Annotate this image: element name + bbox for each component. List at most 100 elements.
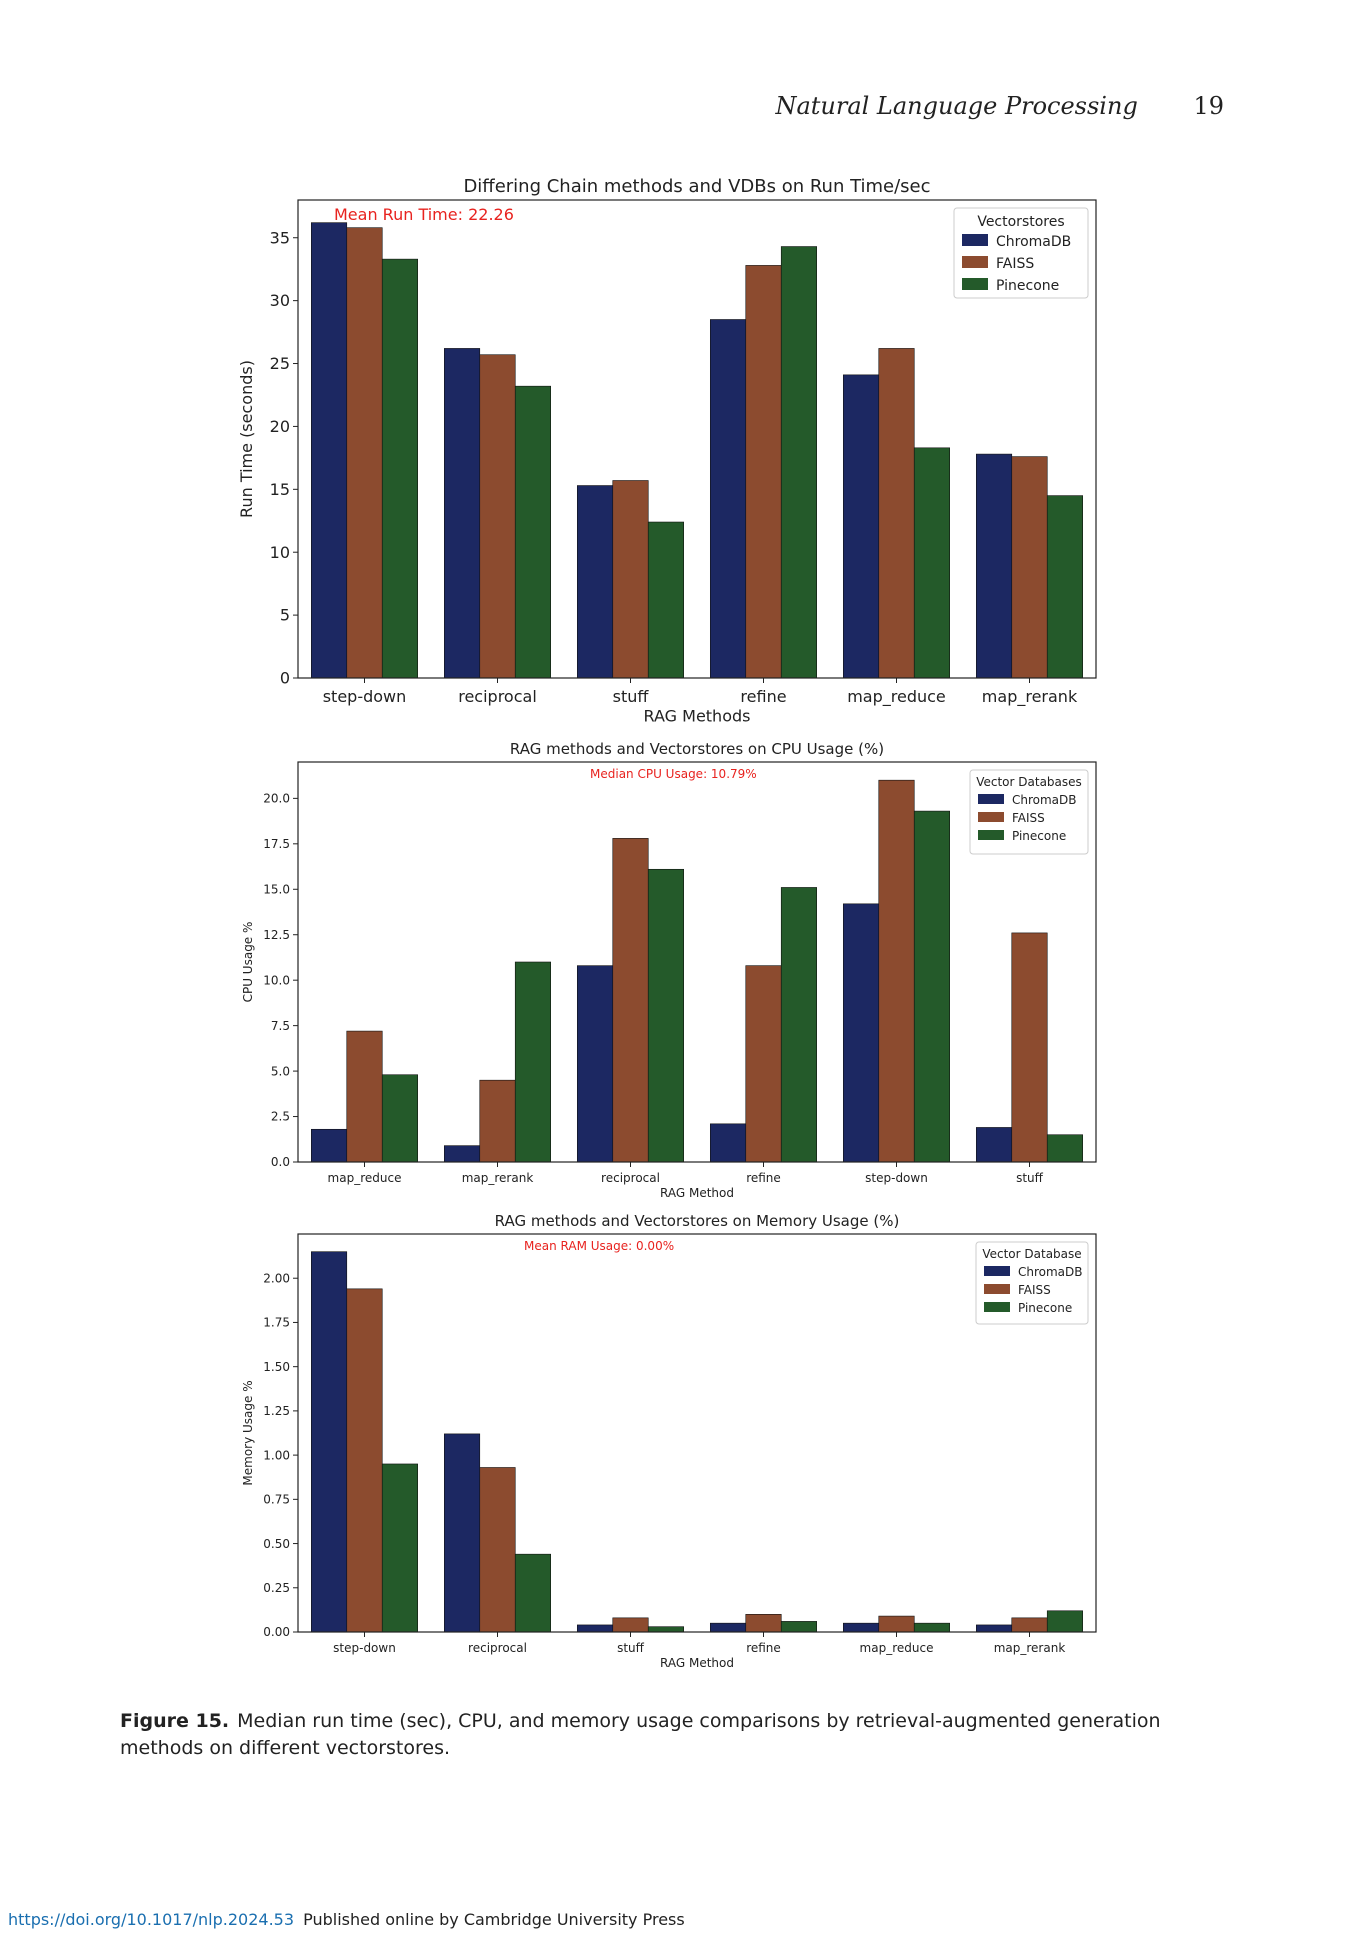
- journal-name: Natural Language Processing: [775, 92, 1138, 120]
- bar-chromadb-map_rerank: [975, 1624, 1013, 1633]
- page-number: 19: [1193, 92, 1224, 120]
- bar-faiss-refine: [745, 965, 782, 1163]
- bar-faiss-stuff: [612, 1617, 649, 1633]
- figure-caption: Figure 15. Median run time (sec), CPU, an…: [120, 1708, 1225, 1762]
- x-tick-label: map_reduce: [328, 1171, 402, 1185]
- y-tick-label: 1.00: [263, 1448, 290, 1462]
- bar-chromadb-stuff: [975, 1127, 1013, 1163]
- bar-pinecone-refine: [780, 887, 817, 1163]
- bar-faiss-reciprocal: [479, 354, 516, 679]
- bar-chromadb-stuff: [576, 485, 614, 679]
- bar-faiss-map_reduce: [878, 348, 915, 679]
- y-tick-label: 2.5: [271, 1110, 290, 1124]
- bar-faiss-reciprocal: [612, 838, 649, 1163]
- bar-faiss-map_rerank: [1011, 456, 1048, 679]
- y-tick-label: 2.00: [263, 1271, 290, 1285]
- y-tick-label: 12.5: [263, 928, 290, 942]
- y-tick-label: 1.50: [263, 1360, 290, 1374]
- legend-swatch-chromadb: [984, 1266, 1010, 1276]
- x-tick-label: refine: [740, 687, 786, 706]
- bar-chromadb-map_reduce: [842, 1622, 880, 1633]
- x-tick-label: map_rerank: [462, 1171, 534, 1185]
- y-tick-label: 10.0: [263, 973, 290, 987]
- x-tick-label: stuff: [1016, 1171, 1044, 1185]
- chart-title: Differing Chain methods and VDBs on Run …: [463, 176, 930, 197]
- legend-swatch-faiss: [962, 256, 988, 268]
- x-tick-label: step-down: [865, 1171, 928, 1185]
- legend-title: Vector Databases: [976, 775, 1082, 789]
- doi-link[interactable]: https://doi.org/10.1017/nlp.2024.53: [8, 1910, 295, 1929]
- x-tick-label: map_reduce: [860, 1641, 934, 1655]
- x-tick-label: reciprocal: [601, 1171, 660, 1185]
- bar-pinecone-map_rerank: [1046, 1610, 1083, 1633]
- y-tick-label: 7.5: [271, 1019, 290, 1033]
- chart-svg: Differing Chain methods and VDBs on Run …: [237, 176, 1097, 726]
- x-tick-label: stuff: [617, 1641, 645, 1655]
- bar-faiss-map_reduce: [878, 1615, 915, 1633]
- legend-swatch-pinecone: [962, 278, 988, 290]
- legend-title: Vectorstores: [977, 214, 1064, 230]
- bar-pinecone-step-down: [381, 1463, 418, 1633]
- plot-frame: [297, 1233, 1097, 1633]
- bar-chromadb-map_rerank: [444, 1145, 481, 1163]
- y-tick-label: 10: [270, 543, 290, 562]
- legend-label-chromadb: ChromaDB: [996, 234, 1071, 250]
- x-tick-label: map_rerank: [994, 1641, 1066, 1655]
- x-tick-label: reciprocal: [458, 687, 537, 706]
- y-tick-label: 20.0: [263, 792, 290, 806]
- run-time-chart: Differing Chain methods and VDBs on Run …: [236, 170, 1106, 730]
- y-axis-label: Run Time (seconds): [237, 360, 256, 518]
- bar-faiss-stuff: [612, 480, 649, 679]
- x-tick-label: map_rerank: [982, 687, 1078, 707]
- legend-label-faiss: FAISS: [1012, 811, 1045, 825]
- y-tick-label: 30: [270, 291, 290, 310]
- bar-chromadb-reciprocal: [444, 1433, 481, 1633]
- bar-chromadb-refine: [709, 319, 747, 679]
- y-tick-label: 5: [280, 606, 290, 625]
- y-tick-label: 5.0: [271, 1064, 290, 1078]
- bar-chromadb-stuff: [576, 1624, 614, 1633]
- bar-faiss-stuff: [1011, 932, 1048, 1163]
- bar-faiss-step-down: [346, 1288, 383, 1633]
- bar-pinecone-reciprocal: [647, 868, 685, 1163]
- bar-faiss-step-down: [878, 779, 915, 1163]
- bar-pinecone-map_reduce: [381, 1074, 418, 1163]
- bar-pinecone-map_rerank: [514, 961, 552, 1163]
- bar-pinecone-map_rerank: [1046, 495, 1083, 679]
- bar-chromadb-refine: [709, 1622, 747, 1633]
- chart-annotation: Mean RAM Usage: 0.00%: [524, 1239, 674, 1253]
- bar-chromadb-map_reduce: [311, 1128, 348, 1163]
- legend-label-faiss: FAISS: [1018, 1283, 1051, 1297]
- legend-swatch-pinecone: [984, 1302, 1010, 1312]
- legend-swatch-pinecone: [978, 830, 1004, 840]
- bar-pinecone-stuff: [1046, 1134, 1083, 1163]
- y-axis-label: Memory Usage %: [241, 1380, 255, 1485]
- bar-pinecone-stuff: [647, 521, 685, 679]
- page-header: Natural Language Processing 19: [775, 92, 1224, 120]
- cpu-usage-chart: RAG methods and Vectorstores on CPU Usag…: [236, 740, 1106, 1200]
- chart-title: RAG methods and Vectorstores on CPU Usag…: [510, 740, 884, 758]
- bar-chromadb-refine: [709, 1123, 747, 1163]
- page-footer: https://doi.org/10.1017/nlp.2024.53 Publ…: [8, 1910, 685, 1929]
- bar-chromadb-step-down: [842, 903, 880, 1163]
- legend-label-faiss: FAISS: [996, 256, 1034, 272]
- x-tick-label: stuff: [613, 687, 650, 706]
- y-tick-label: 15.0: [263, 882, 290, 896]
- bar-chromadb-step-down: [311, 1251, 348, 1633]
- y-tick-label: 1.25: [263, 1404, 290, 1418]
- bar-pinecone-step-down: [913, 810, 950, 1163]
- y-tick-label: 0.00: [263, 1625, 290, 1639]
- bar-faiss-refine: [745, 1614, 782, 1633]
- bar-faiss-refine: [745, 265, 782, 679]
- x-tick-label: step-down: [333, 1641, 396, 1655]
- y-tick-label: 0.75: [263, 1493, 290, 1507]
- chart-annotation: Median CPU Usage: 10.79%: [590, 767, 757, 781]
- chart-svg: RAG methods and Vectorstores on CPU Usag…: [241, 740, 1097, 1200]
- legend-swatch-chromadb: [978, 794, 1004, 804]
- chart-annotation: Mean Run Time: 22.26: [334, 205, 514, 224]
- x-tick-label: step-down: [323, 687, 407, 706]
- caption-text: Median run time (sec), CPU, and memory u…: [120, 1710, 1161, 1759]
- y-tick-label: 0.0: [271, 1155, 290, 1169]
- bar-faiss-reciprocal: [479, 1467, 516, 1633]
- x-axis-label: RAG Methods: [644, 707, 751, 726]
